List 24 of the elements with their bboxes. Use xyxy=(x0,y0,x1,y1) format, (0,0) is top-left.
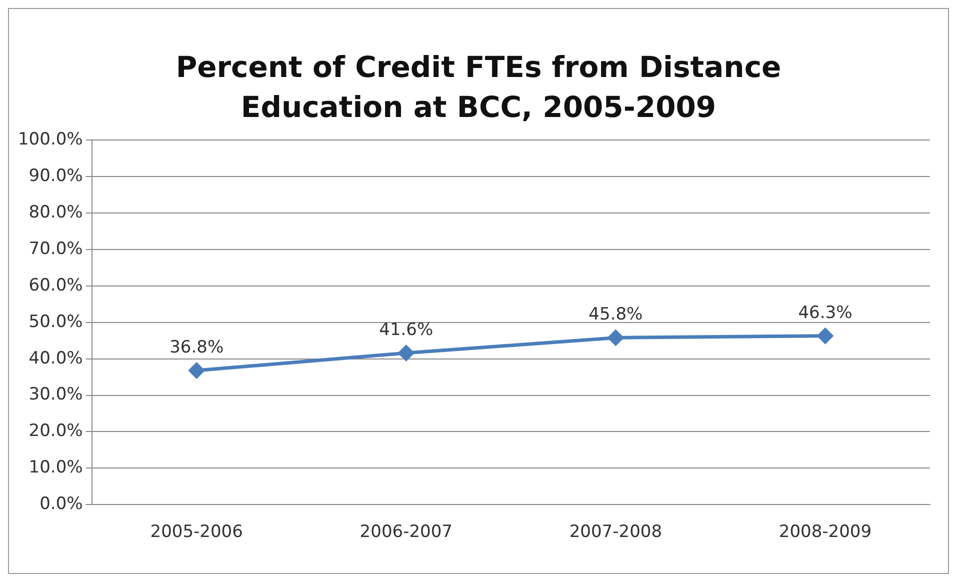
x-tick-label: 2007-2008 xyxy=(569,522,662,542)
data-label: 45.8% xyxy=(588,304,643,325)
y-tick-label: 70.0% xyxy=(28,238,83,259)
y-tick-label: 80.0% xyxy=(28,202,83,222)
point xyxy=(398,345,414,361)
y-tick-label: 0.0% xyxy=(40,494,83,514)
point xyxy=(817,328,833,344)
point xyxy=(608,330,624,346)
x-tick-label: 2005-2006 xyxy=(150,522,243,542)
y-tick-label: 100.0% xyxy=(18,130,83,150)
chart-title: Percent of Credit FTEs from Distance Education at BCC, 2005-2009 xyxy=(174,49,782,126)
x-tick-label: 2008-2009 xyxy=(778,522,872,542)
data-label: 36.8% xyxy=(170,337,224,358)
point xyxy=(188,362,204,378)
y-tick-label: 50.0% xyxy=(28,312,83,332)
data-label: 46.3% xyxy=(798,302,852,323)
y-tick-label: 90.0% xyxy=(28,166,83,186)
y-tick-label: 30.0% xyxy=(28,384,83,405)
x-tick-label: 2006-2007 xyxy=(360,522,452,542)
y-tick-label: 10.0% xyxy=(28,458,83,478)
y-tick-label: 20.0% xyxy=(28,421,83,442)
y-tick-label: 60.0% xyxy=(28,275,83,296)
data-label: 41.6% xyxy=(379,320,434,340)
y-tick-label: 40.0% xyxy=(28,348,83,368)
